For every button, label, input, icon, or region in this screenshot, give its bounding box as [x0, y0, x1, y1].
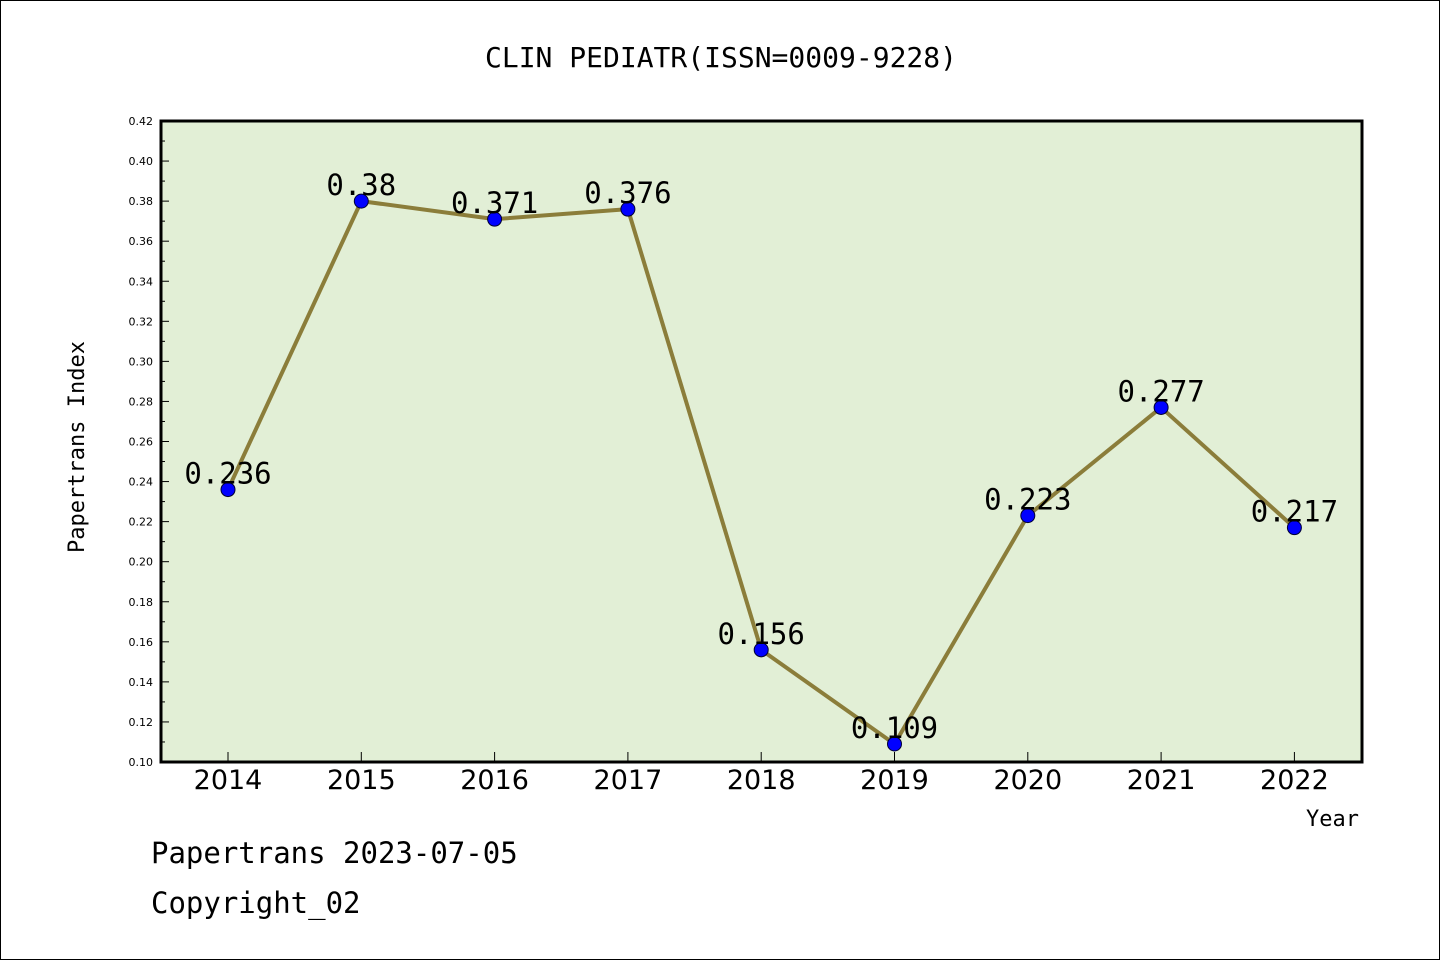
- series-group: 0.236 0.38 0.371 0.376 0.156 0.109 0.223 0.277 0…: [184, 168, 1338, 752]
- y-tick-label: 0.12: [129, 716, 154, 729]
- data-label: 0.217: [1251, 495, 1338, 529]
- y-tick-label: 0.22: [129, 516, 154, 529]
- data-point: [353, 193, 369, 209]
- y-tick-label: 0.34: [129, 275, 154, 288]
- data-label: 0.38: [326, 168, 396, 202]
- y-axis: 0.10 0.12 0.14 0.16 0.18 0.20 0.22 0.24 0.26 0.28…: [129, 115, 169, 769]
- data-point: [220, 482, 236, 498]
- x-tick-label: 2016: [460, 765, 529, 796]
- data-label: 0.371: [451, 186, 538, 220]
- data-label: 0.236: [184, 457, 271, 491]
- data-point: [753, 642, 769, 658]
- y-tick-label: 0.10: [129, 756, 154, 769]
- data-point: [620, 201, 636, 217]
- x-axis-label: Year: [1306, 807, 1359, 832]
- y-tick-label: 0.38: [129, 195, 154, 208]
- data-point: [1286, 520, 1302, 536]
- y-tick-label: 0.18: [129, 596, 154, 609]
- y-tick-label: 0.30: [129, 355, 154, 368]
- data-point: [1020, 508, 1036, 524]
- x-tick-label: 2015: [327, 765, 396, 796]
- x-tick-label: 2014: [194, 765, 263, 796]
- x-tick-label: 2020: [993, 765, 1062, 796]
- y-tick-label: 0.20: [129, 556, 154, 569]
- chart-title: CLIN PEDIATR(ISSN=0009-9228): [485, 41, 957, 74]
- y-tick-label: 0.14: [129, 676, 154, 689]
- x-tick-label: 2018: [727, 765, 796, 796]
- data-label: 0.156: [718, 617, 805, 651]
- y-axis-label: Papertrans Index: [65, 341, 90, 553]
- x-axis: 2014 2015 2016 2017 2018 2019 2020 2021 2022: [194, 752, 1329, 796]
- x-tick-label: 2017: [594, 765, 663, 796]
- data-label: 0.223: [984, 483, 1071, 517]
- x-tick-label: 2021: [1127, 765, 1196, 796]
- data-point: [887, 736, 902, 752]
- y-tick-label: 0.40: [129, 155, 154, 168]
- y-tick-label: 0.32: [129, 315, 154, 328]
- data-label: 0.109: [851, 711, 938, 745]
- data-point: [1153, 399, 1169, 415]
- plot-border: [159, 119, 1364, 764]
- x-tick-label: 2022: [1260, 765, 1329, 796]
- footer-copyright: Copyright_02: [151, 886, 361, 920]
- y-tick-label: 0.42: [129, 115, 154, 128]
- data-label: 0.376: [584, 176, 671, 210]
- y-tick-label: 0.36: [129, 235, 154, 248]
- y-tick-label: 0.16: [129, 636, 154, 649]
- data-point: [487, 211, 503, 227]
- y-tick-label: 0.28: [129, 395, 154, 408]
- plot-area: [161, 121, 1362, 762]
- footer-date-line: Papertrans 2023-07-05: [151, 836, 518, 870]
- x-tick-label: 2019: [860, 765, 929, 796]
- y-tick-label: 0.26: [129, 436, 154, 449]
- data-label: 0.277: [1117, 374, 1204, 408]
- y-tick-label: 0.24: [129, 476, 154, 489]
